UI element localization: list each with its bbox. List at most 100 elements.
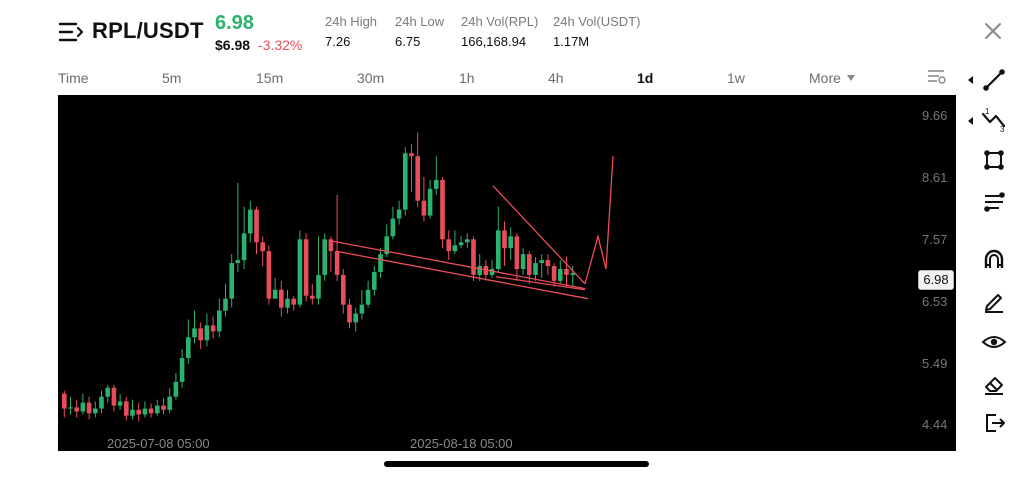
stat-label: 24h Low xyxy=(395,14,445,29)
candle xyxy=(415,132,420,207)
candle-body xyxy=(192,328,197,338)
tab-1w[interactable]: 1w xyxy=(727,70,745,86)
candle xyxy=(434,156,439,195)
last-price: 6.98 xyxy=(215,12,254,34)
upper-channel-line[interactable] xyxy=(331,240,586,290)
candle-body xyxy=(564,269,569,275)
tab-30m[interactable]: 30m xyxy=(357,70,385,86)
stat-value: 1.17M xyxy=(553,34,590,49)
candle-body xyxy=(279,289,284,308)
candle xyxy=(508,227,513,261)
candle xyxy=(310,283,315,305)
candle-body xyxy=(409,153,414,157)
candle-body xyxy=(86,402,92,414)
stat-value: 166,168.94 xyxy=(461,34,527,49)
svg-text:3: 3 xyxy=(1000,125,1005,134)
trend-line-tool-icon[interactable] xyxy=(980,66,1008,94)
candle xyxy=(465,233,470,249)
candle xyxy=(458,236,464,249)
candle xyxy=(130,399,135,420)
candle xyxy=(334,194,340,281)
y-axis-tick: 8.61 xyxy=(922,170,948,185)
expand-left-icon[interactable] xyxy=(968,76,973,84)
candle xyxy=(489,260,495,278)
home-indicator[interactable] xyxy=(384,461,649,467)
candle-body xyxy=(527,254,532,275)
candle-body xyxy=(303,239,309,296)
pair-title[interactable]: RPL/USDT xyxy=(92,18,204,43)
candle-body xyxy=(403,153,408,210)
tab-1h[interactable]: 1h xyxy=(459,70,475,86)
candle xyxy=(378,248,383,278)
wave-tool-icon[interactable]: 1 3 xyxy=(980,106,1008,134)
stat-24h-low: 24h Low 6.75 xyxy=(395,14,444,49)
indicator-settings-icon[interactable] xyxy=(927,68,947,86)
candle xyxy=(105,384,110,403)
candle-body xyxy=(396,209,402,219)
candle xyxy=(570,266,575,287)
y-axis-tick: 4.44 xyxy=(922,417,948,432)
candle xyxy=(155,399,160,416)
candle-body xyxy=(496,230,501,269)
candle xyxy=(297,230,303,308)
candle xyxy=(347,298,352,329)
tab-4h[interactable]: 4h xyxy=(548,70,564,86)
rectangle-tool-icon[interactable] xyxy=(980,146,1008,174)
candle-body xyxy=(465,239,470,243)
projection-path[interactable] xyxy=(584,156,614,285)
candle xyxy=(477,254,482,281)
expand-left-icon[interactable] xyxy=(968,117,973,125)
exit-icon[interactable] xyxy=(980,409,1008,437)
tab-15m[interactable]: 15m xyxy=(256,70,284,86)
candle xyxy=(161,397,166,415)
candle-body xyxy=(111,387,117,406)
candle xyxy=(452,230,458,255)
tab-5m[interactable]: 5m xyxy=(162,70,182,86)
candle-body xyxy=(285,298,290,308)
candle xyxy=(179,349,185,388)
header: RPL/USDT 6.98 $6.98 -3.32% 24h High 7.26… xyxy=(0,0,1032,62)
stat-24h-high: 24h High 7.26 xyxy=(325,14,377,49)
triangle-upper-line[interactable] xyxy=(492,185,586,285)
candle-body xyxy=(434,179,439,189)
candlestick-chart[interactable] xyxy=(58,95,956,451)
candle-body xyxy=(477,266,482,275)
candle xyxy=(496,206,501,272)
tab-more[interactable]: More xyxy=(809,70,855,86)
candle-body xyxy=(347,304,352,323)
candle xyxy=(421,176,427,222)
chart-canvas[interactable] xyxy=(58,95,956,451)
candle xyxy=(409,144,414,192)
pencil-icon[interactable] xyxy=(980,287,1008,315)
candle xyxy=(353,307,358,332)
triangle-lower-line[interactable] xyxy=(495,276,586,291)
magnet-icon[interactable] xyxy=(980,246,1008,274)
tab-1d[interactable]: 1d xyxy=(637,70,654,86)
candle xyxy=(403,147,408,216)
tab-time[interactable]: Time xyxy=(58,70,89,86)
fibonacci-tool-icon[interactable] xyxy=(980,188,1008,216)
candle xyxy=(124,396,129,421)
candle xyxy=(558,260,563,284)
candle-body xyxy=(415,156,420,201)
candle xyxy=(223,283,228,317)
candle xyxy=(341,269,346,314)
eraser-icon[interactable] xyxy=(980,369,1008,397)
candle-body xyxy=(545,260,551,267)
candle-body xyxy=(99,396,104,409)
candle-body xyxy=(155,405,160,414)
last-price-usd: $6.98 xyxy=(215,37,251,53)
candle xyxy=(173,372,179,400)
candle xyxy=(260,236,265,267)
candle-body xyxy=(334,251,340,275)
menu-icon[interactable] xyxy=(58,20,84,44)
eye-icon[interactable] xyxy=(980,328,1008,356)
candle-body xyxy=(161,405,166,410)
lower-channel-line[interactable] xyxy=(335,250,589,300)
candle-body xyxy=(316,274,321,299)
candle-body xyxy=(310,295,315,299)
candle-body xyxy=(148,408,154,414)
candle xyxy=(440,176,445,249)
candle xyxy=(148,403,154,418)
close-icon[interactable] xyxy=(982,20,1004,42)
